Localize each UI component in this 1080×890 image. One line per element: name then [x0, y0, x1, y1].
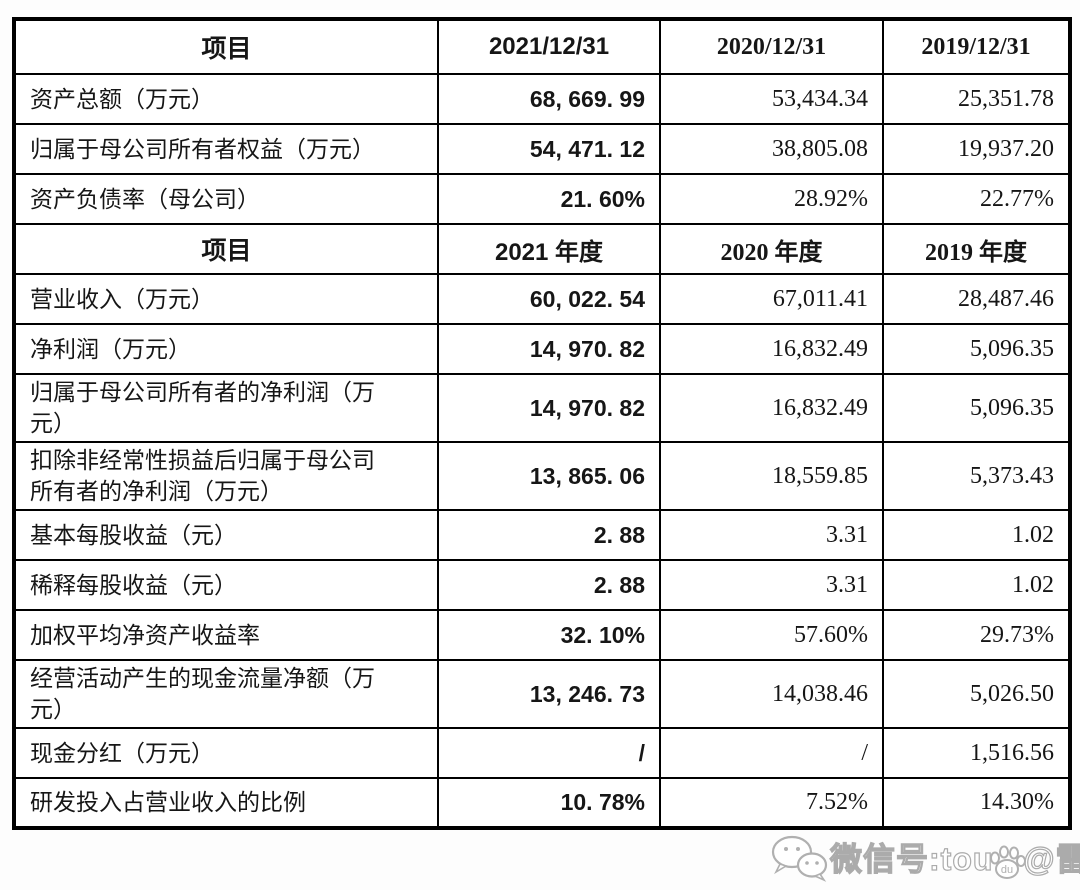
value-2019: 1.02: [882, 509, 1071, 561]
row-operating-revenue: 营业收入（万元） 60, 022. 54 67,011.41 28,487.46: [13, 273, 1071, 325]
value-2020: 16,832.49: [659, 373, 884, 443]
row-label: 营业收入（万元）: [13, 273, 439, 325]
watermark: 微信号:tou du @雷递: [768, 831, 1080, 883]
value-2020: 3.31: [659, 509, 884, 561]
value-2020: 38,805.08: [659, 123, 884, 175]
value-2021: 21. 60%: [437, 173, 661, 225]
value-2021: 54, 471. 12: [437, 123, 661, 175]
header-2021-annual: 2021 年度: [437, 223, 661, 275]
row-label: 稀释每股收益（元）: [13, 559, 439, 611]
financial-summary-table: 项目 2021/12/31 2020/12/31 2019/12/31 资产总额…: [12, 17, 1072, 830]
value-2019: 22.77%: [882, 173, 1071, 225]
watermark-wechat-id-text: 微信号:tou: [829, 840, 994, 877]
value-2019: 19,937.20: [882, 123, 1071, 175]
value-2020: 3.31: [659, 559, 884, 611]
row-diluted-eps: 稀释每股收益（元） 2. 88 3.31 1.02: [13, 559, 1071, 611]
value-2021: 68, 669. 99: [437, 73, 661, 125]
row-cash-dividend: 现金分红（万元） / / 1,516.56: [13, 727, 1071, 779]
value-2020: 28.92%: [659, 173, 884, 225]
value-2021: 60, 022. 54: [437, 273, 661, 325]
header-item-label: 项目: [13, 223, 439, 275]
row-label: 研发投入占营业收入的比例: [13, 777, 439, 829]
row-label: 基本每股收益（元）: [13, 509, 439, 561]
row-net-profit: 净利润（万元） 14, 970. 82 16,832.49 5,096.35: [13, 323, 1071, 375]
value-2019: 5,373.43: [882, 441, 1071, 511]
value-2020: 7.52%: [659, 777, 884, 829]
value-2019: 5,096.35: [882, 323, 1071, 375]
value-2020: 57.60%: [659, 609, 884, 661]
row-operating-cash-flow: 经营活动产生的现金流量净额（万 元） 13, 246. 73 14,038.46…: [13, 659, 1071, 729]
baidu-paw-du-label: du: [1001, 864, 1013, 876]
row-rd-expense-ratio: 研发投入占营业收入的比例 10. 78% 7.52% 14.30%: [13, 777, 1071, 829]
row-label: 净利润（万元）: [13, 323, 439, 375]
wechat-icon: [771, 835, 828, 882]
row-weighted-avg-roe: 加权平均净资产收益率 32. 10% 57.60% 29.73%: [13, 609, 1071, 661]
value-2019: 25,351.78: [882, 73, 1071, 125]
header-2020-12-31: 2020/12/31: [659, 18, 884, 75]
row-label: 现金分红（万元）: [13, 727, 439, 779]
row-label: 资产总额（万元）: [13, 73, 439, 125]
value-2019: 1.02: [882, 559, 1071, 611]
header-2020-annual: 2020 年度: [659, 223, 884, 275]
row-basic-eps: 基本每股收益（元） 2. 88 3.31 1.02: [13, 509, 1071, 561]
row-total-assets: 资产总额（万元） 68, 669. 99 53,434.34 25,351.78: [13, 73, 1071, 125]
value-2020: 18,559.85: [659, 441, 884, 511]
value-2019: 1,516.56: [882, 727, 1071, 779]
value-2021: 13, 865. 06: [437, 441, 661, 511]
value-2019: 29.73%: [882, 609, 1071, 661]
value-2021: 10. 78%: [437, 777, 661, 829]
value-2020: /: [659, 727, 884, 779]
header-row-balance-sheet: 项目 2021/12/31 2020/12/31 2019/12/31: [13, 18, 1071, 75]
header-2019-12-31: 2019/12/31: [882, 18, 1071, 75]
row-label: 归属于母公司所有者权益（万元）: [13, 123, 439, 175]
value-2020: 67,011.41: [659, 273, 884, 325]
value-2021: 14, 970. 82: [437, 373, 661, 443]
header-2019-annual: 2019 年度: [882, 223, 1071, 275]
value-2021: 32. 10%: [437, 609, 661, 661]
row-label: 归属于母公司所有者的净利润（万 元）: [13, 373, 439, 443]
value-2020: 16,832.49: [659, 323, 884, 375]
row-label: 加权平均净资产收益率: [13, 609, 439, 661]
row-label: 资产负债率（母公司）: [13, 173, 439, 225]
value-2019: 5,026.50: [882, 659, 1071, 729]
value-2019: 28,487.46: [882, 273, 1071, 325]
value-2019: 14.30%: [882, 777, 1071, 829]
header-item-label: 项目: [13, 18, 439, 75]
header-2021-12-31: 2021/12/31: [437, 18, 661, 75]
value-2021: 2. 88: [437, 509, 661, 561]
value-2021: 2. 88: [437, 559, 661, 611]
baidu-paw-icon: du: [990, 845, 1027, 879]
value-2020: 53,434.34: [659, 73, 884, 125]
row-label: 经营活动产生的现金流量净额（万 元）: [13, 659, 439, 729]
watermark-handle-text: @雷递: [1023, 840, 1080, 877]
row-label: 扣除非经常性损益后归属于母公司 所有者的净利润（万元）: [13, 441, 439, 511]
header-row-income-statement: 项目 2021 年度 2020 年度 2019 年度: [13, 223, 1071, 275]
value-2020: 14,038.46: [659, 659, 884, 729]
row-parent-equity: 归属于母公司所有者权益（万元） 54, 471. 12 38,805.08 19…: [13, 123, 1071, 175]
value-2019: 5,096.35: [882, 373, 1071, 443]
value-2021: /: [437, 727, 661, 779]
row-net-profit-excl-nonrecurring: 扣除非经常性损益后归属于母公司 所有者的净利润（万元） 13, 865. 06 …: [13, 441, 1071, 511]
row-debt-ratio: 资产负债率（母公司） 21. 60% 28.92% 22.77%: [13, 173, 1071, 225]
value-2021: 13, 246. 73: [437, 659, 661, 729]
value-2021: 14, 970. 82: [437, 323, 661, 375]
row-net-profit-parent: 归属于母公司所有者的净利润（万 元） 14, 970. 82 16,832.49…: [13, 373, 1071, 443]
